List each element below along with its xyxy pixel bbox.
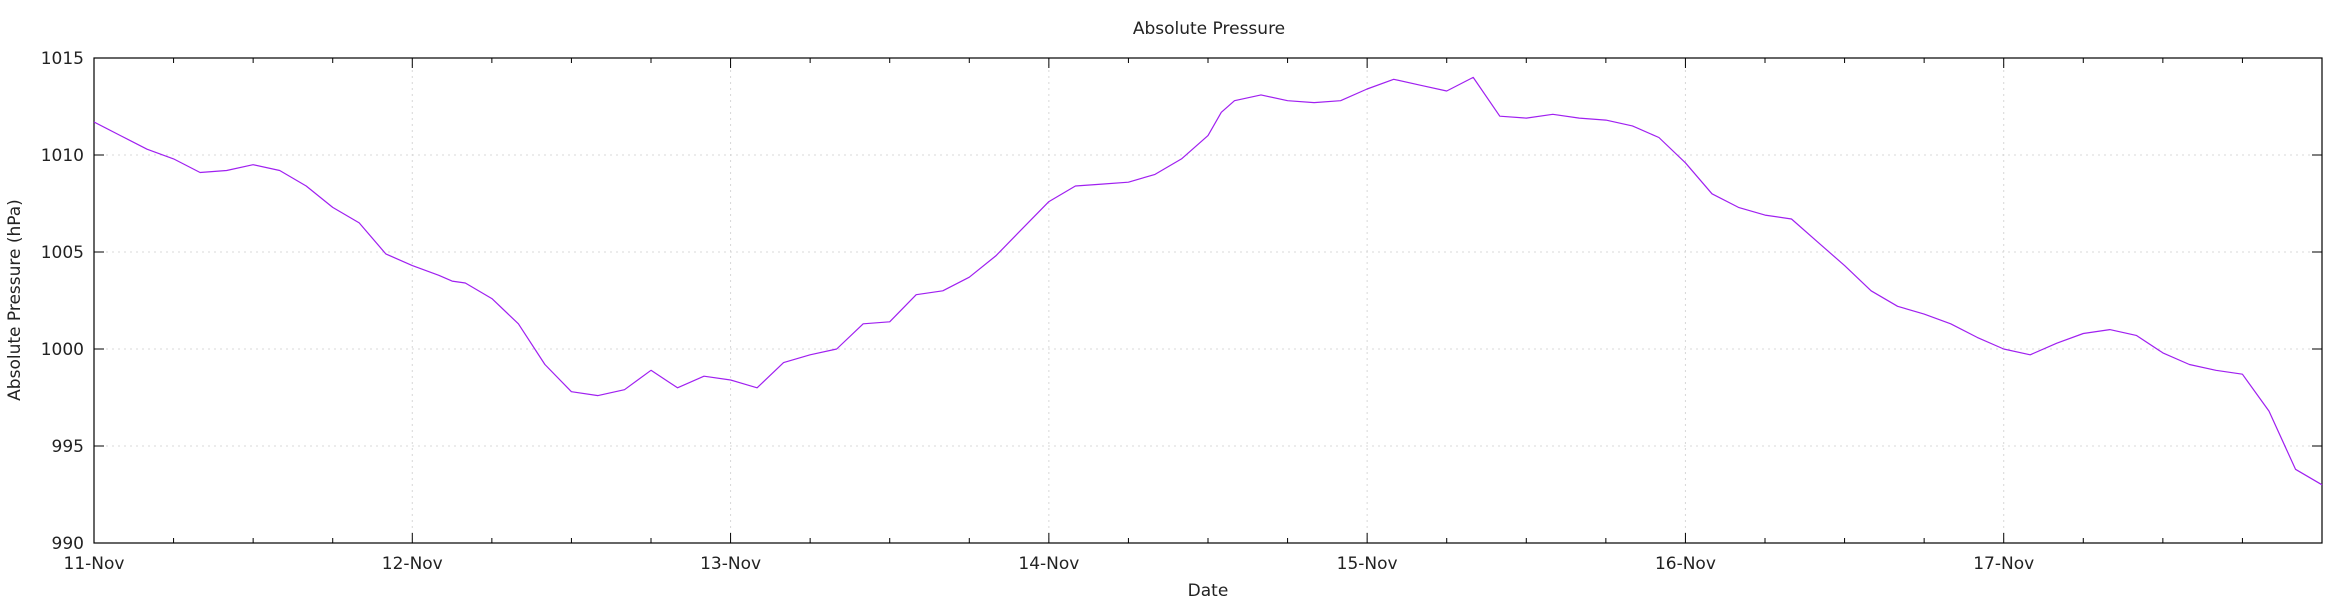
x-axis-title: Date — [1188, 581, 1229, 600]
plot-border — [93, 57, 2323, 544]
x-tick-label: 11-Nov — [64, 554, 125, 574]
grid-lines — [94, 58, 2322, 543]
x-tick-label: 12-Nov — [382, 554, 443, 574]
x-tick-label: 13-Nov — [700, 554, 761, 574]
y-axis: 990 995 1000 1005 1010 1015 — [41, 49, 2322, 554]
x-tick-label: 17-Nov — [1973, 554, 2034, 574]
y-tick-label: 1005 — [41, 243, 84, 263]
y-tick-label: 1015 — [41, 49, 84, 69]
x-tick-label: 14-Nov — [1018, 554, 1079, 574]
y-tick-label: 1010 — [41, 146, 84, 166]
x-tick-label: 16-Nov — [1655, 554, 1716, 574]
y-axis-title: Absolute Pressure (hPa) — [5, 199, 25, 401]
x-tick-label: 15-Nov — [1337, 554, 1398, 574]
x-axis: 11-Nov 12-Nov 13-Nov 14-Nov 15-Nov 16-Nov 17-N… — [64, 58, 2323, 574]
y-tick-label: 995 — [52, 437, 84, 457]
y-tick-label: 990 — [52, 534, 84, 554]
y-tick-label: 1000 — [41, 340, 84, 360]
pressure-series-line — [93, 76, 2323, 486]
chart-title: Absolute Pressure — [1133, 19, 1285, 39]
